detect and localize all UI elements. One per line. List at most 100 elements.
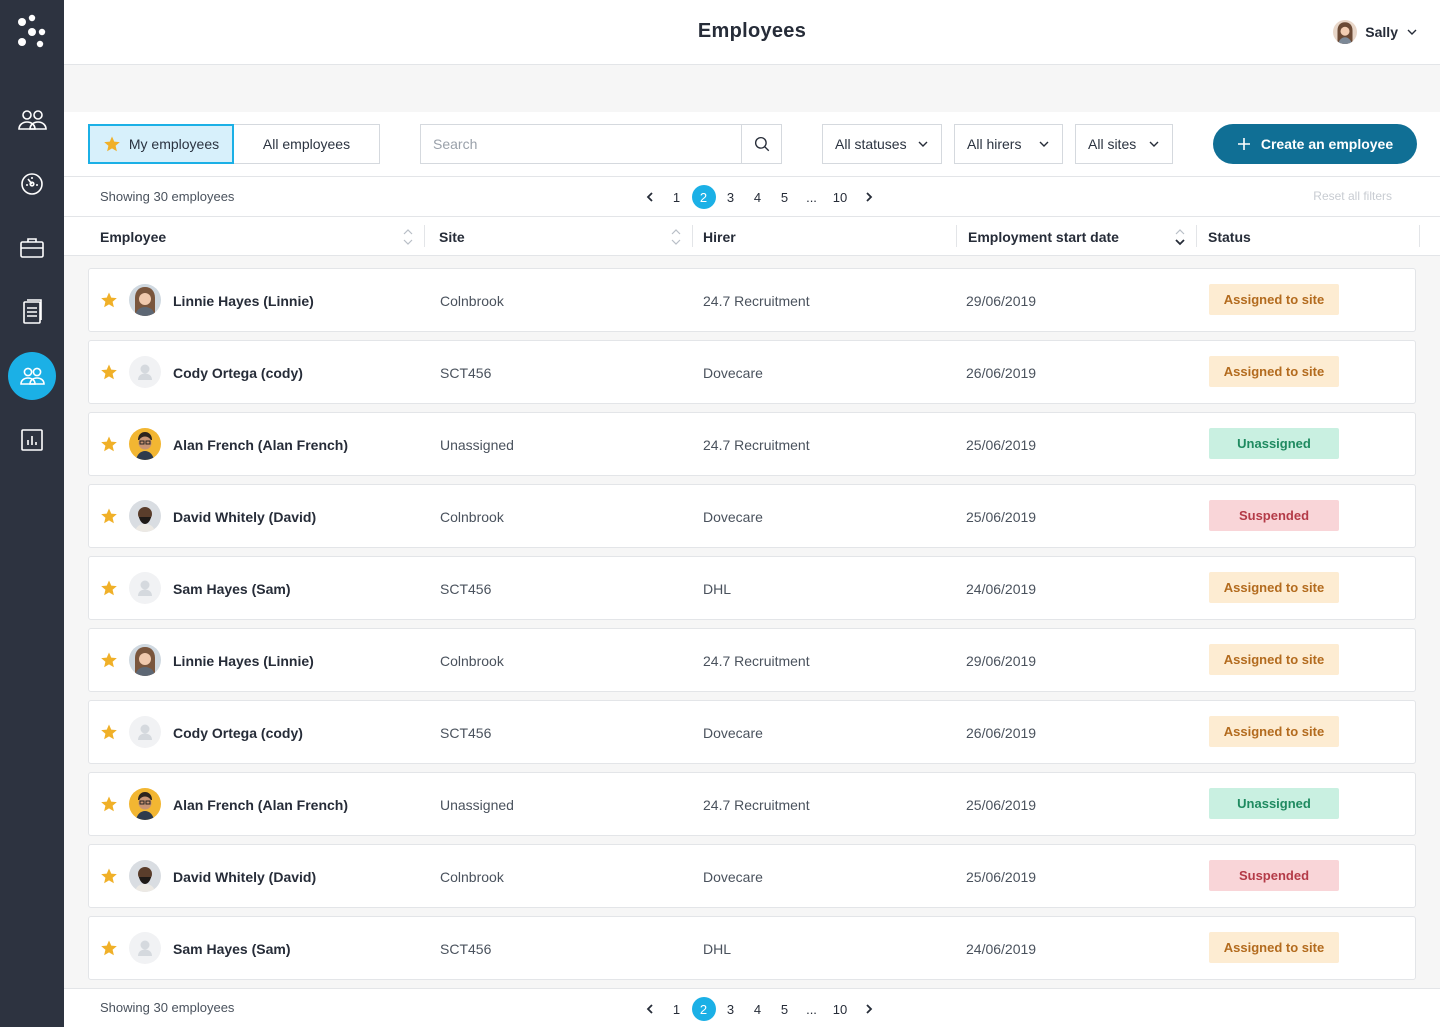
table-row[interactable]: Sam Hayes (Sam) SCT456 DHL 24/06/2019 Assign… (88, 556, 1416, 620)
page-link[interactable]: 5 (780, 189, 789, 205)
favourite-toggle[interactable] (100, 507, 118, 530)
next-page-button[interactable] (855, 997, 882, 1021)
site-filter[interactable]: All sites (1075, 124, 1173, 164)
favourite-toggle[interactable] (100, 795, 118, 818)
column-hirer[interactable]: Hirer (703, 228, 736, 245)
employee-site: SCT456 (440, 581, 492, 597)
table-row[interactable]: Sam Hayes (Sam) SCT456 DHL 24/06/2019 Assign… (88, 916, 1416, 980)
employee-hirer: Dovecare (703, 509, 763, 525)
prev-page-button[interactable] (636, 997, 663, 1021)
create-employee-button[interactable]: Create an employee (1213, 124, 1417, 164)
chevron-right-icon (865, 1004, 872, 1014)
avatar (129, 572, 161, 604)
employee-name[interactable]: Linnie Hayes (Linnie) (173, 653, 314, 669)
nav-dashboard[interactable] (8, 160, 56, 208)
employee-name[interactable]: Sam Hayes (Sam) (173, 941, 291, 957)
star-icon[interactable] (100, 723, 118, 741)
favourite-toggle[interactable] (100, 435, 118, 458)
my-employees-button[interactable]: My employees (88, 124, 234, 164)
column-divider (956, 225, 957, 247)
status-filter[interactable]: All statuses (822, 124, 942, 164)
table-row[interactable]: Alan French (Alan French) Unassigned 24.7 … (88, 772, 1416, 836)
nav-documents[interactable] (8, 288, 56, 336)
results-bar: Showing 30 employees 1 2 3 4 5 ... 10 Re… (64, 176, 1440, 216)
page-link[interactable]: 3 (726, 1001, 735, 1017)
employee-name[interactable]: David Whitely (David) (173, 869, 317, 885)
column-site[interactable]: Site (439, 228, 465, 245)
chevron-left-icon (646, 192, 653, 202)
chevron-down-icon (1407, 29, 1417, 35)
reset-filters-link[interactable]: Reset all filters (1313, 189, 1392, 203)
table-row[interactable]: Cody Ortega (cody) SCT456 Dovecare 26/06/20… (88, 700, 1416, 764)
table-row[interactable]: Alan French (Alan French) Unassigned 24.7 … (88, 412, 1416, 476)
sort-icon[interactable] (402, 227, 414, 247)
table-row[interactable]: Linnie Hayes (Linnie) Colnbrook 24.7 Recru… (88, 268, 1416, 332)
page-link[interactable]: 10 (832, 189, 848, 205)
sort-icon[interactable] (670, 227, 682, 247)
page-link[interactable]: 3 (726, 189, 735, 205)
page-link[interactable]: 5 (780, 1001, 789, 1017)
status-badge: Assigned to site (1209, 356, 1339, 387)
favourite-toggle[interactable] (100, 651, 118, 674)
page-link-current[interactable]: 2 (690, 997, 717, 1021)
column-status[interactable]: Status (1208, 228, 1251, 245)
column-start-date[interactable]: Employment start date (968, 228, 1119, 245)
all-employees-button[interactable]: All employees (234, 124, 380, 164)
column-employee[interactable]: Employee (100, 228, 167, 245)
star-icon[interactable] (100, 291, 118, 309)
star-icon[interactable] (100, 867, 118, 885)
page-link[interactable]: 4 (753, 1001, 762, 1017)
favourite-toggle[interactable] (100, 867, 118, 890)
page-link[interactable]: 1 (672, 1001, 681, 1017)
footer-bar: Showing 30 employees 1 2 3 4 5 ... 10 (64, 988, 1440, 1027)
column-divider (1419, 225, 1420, 247)
page-link-current[interactable]: 2 (690, 185, 717, 209)
page-link[interactable]: 1 (672, 189, 681, 205)
next-page-button[interactable] (855, 185, 882, 209)
favourite-toggle[interactable] (100, 291, 118, 314)
table-row[interactable]: Linnie Hayes (Linnie) Colnbrook 24.7 Recru… (88, 628, 1416, 692)
table-row[interactable]: David Whitely (David) Colnbrook Dovecare 25… (88, 484, 1416, 548)
star-icon[interactable] (100, 651, 118, 669)
employee-name[interactable]: David Whitely (David) (173, 509, 317, 525)
nav-jobs[interactable] (8, 224, 56, 272)
favourite-toggle[interactable] (100, 363, 118, 386)
page-link[interactable]: 10 (832, 1001, 848, 1017)
nav-team[interactable] (8, 96, 56, 144)
hirer-filter[interactable]: All hirers (954, 124, 1063, 164)
nav-reports[interactable] (8, 416, 56, 464)
user-menu[interactable]: Sally (1333, 20, 1418, 44)
sort-desc-icon[interactable] (1174, 227, 1186, 247)
star-icon[interactable] (100, 795, 118, 813)
avatar (129, 428, 161, 460)
search-button[interactable] (741, 125, 781, 163)
table-row[interactable]: Cody Ortega (cody) SCT456 Dovecare 26/06/20… (88, 340, 1416, 404)
employee-name[interactable]: Cody Ortega (cody) (173, 365, 303, 381)
star-icon[interactable] (100, 507, 118, 525)
employee-name[interactable]: Sam Hayes (Sam) (173, 581, 291, 597)
employee-start-date: 25/06/2019 (966, 797, 1037, 813)
page-link[interactable]: 4 (753, 189, 762, 205)
search-input[interactable] (421, 125, 741, 163)
employee-name[interactable]: Linnie Hayes (Linnie) (173, 293, 314, 309)
chevron-left-icon (646, 1004, 653, 1014)
search-icon (754, 136, 769, 152)
employee-site: Colnbrook (440, 869, 504, 885)
site-filter-value: All sites (1088, 136, 1137, 152)
employee-name[interactable]: Alan French (Alan French) (173, 437, 349, 453)
star-icon[interactable] (100, 363, 118, 381)
star-icon[interactable] (100, 939, 118, 957)
nav-employees[interactable] (8, 352, 56, 400)
employee-name[interactable]: Alan French (Alan French) (173, 797, 349, 813)
favourite-toggle[interactable] (100, 939, 118, 962)
logo[interactable] (14, 14, 50, 50)
table-row[interactable]: David Whitely (David) Colnbrook Dovecare 25… (88, 844, 1416, 908)
star-icon[interactable] (100, 579, 118, 597)
avatar (129, 860, 161, 892)
star-icon[interactable] (100, 435, 118, 453)
employee-name[interactable]: Cody Ortega (cody) (173, 725, 303, 741)
favourite-toggle[interactable] (100, 579, 118, 602)
favourite-toggle[interactable] (100, 723, 118, 746)
avatar (129, 500, 161, 532)
prev-page-button[interactable] (636, 185, 663, 209)
